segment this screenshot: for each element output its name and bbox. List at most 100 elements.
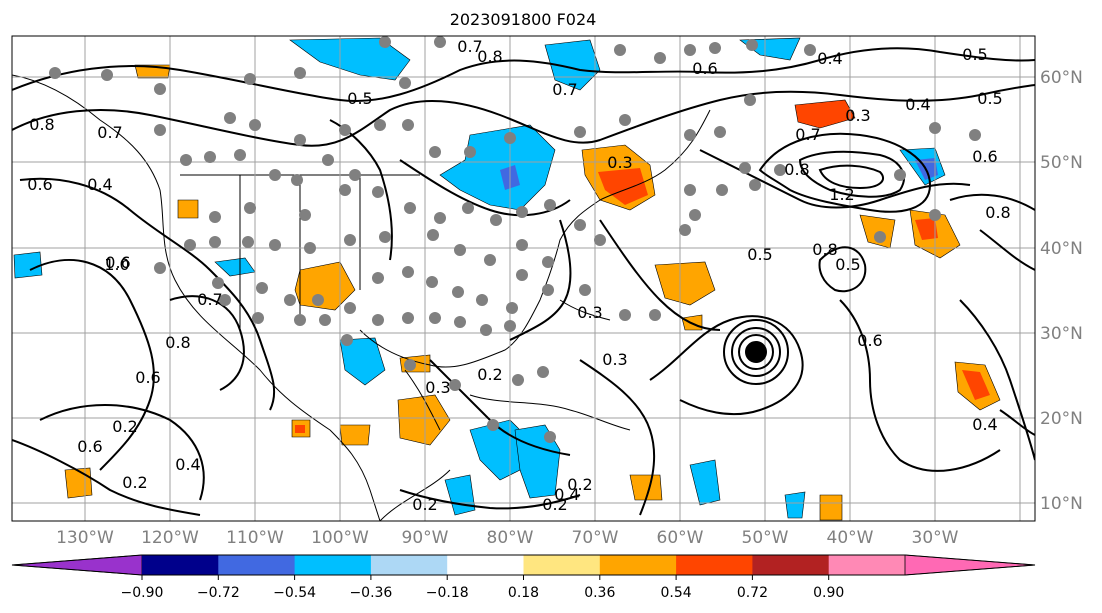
station-marker: [294, 314, 306, 326]
station-marker: [101, 69, 113, 81]
contour-label: 0.7: [795, 125, 820, 144]
pos-region: [794, 99, 856, 129]
station-marker: [402, 119, 414, 131]
pos-region: [654, 261, 716, 306]
lat-label: 50°N: [1040, 153, 1083, 173]
station-marker: [154, 124, 166, 136]
colorbar-extend-max: [904, 554, 1036, 576]
lon-label: 110°W: [226, 528, 284, 548]
contour-label: 0.5: [347, 89, 372, 108]
colorbar-segment: [142, 555, 219, 575]
station-marker: [537, 366, 549, 378]
station-marker: [154, 83, 166, 95]
station-marker: [339, 124, 351, 136]
station-marker: [619, 309, 631, 321]
cyclone-center: [723, 319, 789, 385]
station-marker: [709, 42, 721, 54]
contour-label: 1.2: [829, 185, 854, 204]
station-marker: [49, 67, 61, 79]
station-marker: [402, 312, 414, 324]
pos-region: [629, 474, 663, 501]
station-marker: [516, 206, 528, 218]
contour-label: 0.4: [972, 415, 997, 434]
contour-label: 0.6: [857, 331, 882, 350]
contour-labels: 0.50.70.80.70.60.4 0.50.60.8 0.70.40.60.70…: [27, 37, 1010, 514]
station-marker: [402, 266, 414, 278]
colorbar-tick-label: −0.90: [121, 585, 164, 601]
lon-label: 30°W: [912, 528, 959, 548]
lon-label: 60°W: [657, 528, 704, 548]
station-marker: [212, 277, 224, 289]
colorbar: [11, 554, 1036, 576]
station-marker: [269, 169, 281, 181]
contour-label: 0.2: [567, 475, 592, 494]
contour-label: 0.8: [477, 47, 502, 66]
station-marker: [969, 129, 981, 141]
station-marker: [484, 254, 496, 266]
pos-region: [819, 494, 843, 521]
station-marker: [574, 126, 586, 138]
contour-label: 0.2: [112, 417, 137, 436]
station-marker: [714, 126, 726, 138]
pos-region: [64, 467, 93, 499]
station-marker: [294, 67, 306, 79]
station-marker: [184, 239, 196, 251]
colorbar-tick-label: 0.36: [584, 585, 615, 601]
station-marker: [684, 129, 696, 141]
contour-label: 0.8: [985, 203, 1010, 222]
colorbar-segment: [447, 555, 524, 575]
station-marker: [252, 312, 264, 324]
station-marker: [339, 184, 351, 196]
map-grid: [12, 36, 1035, 521]
station-markers: [49, 36, 981, 443]
station-marker: [244, 73, 256, 85]
station-marker: [542, 256, 554, 268]
lat-label: 40°N: [1040, 239, 1083, 259]
station-marker: [516, 269, 528, 281]
colorbar-tick-label: 0.18: [508, 585, 539, 601]
contour-label: 0.3: [602, 350, 627, 369]
station-marker: [512, 374, 524, 386]
lon-label: 90°W: [402, 528, 449, 548]
station-marker: [490, 214, 502, 226]
contour-label: 0.4: [817, 49, 842, 68]
station-marker: [291, 174, 303, 186]
lon-label: 80°W: [487, 528, 534, 548]
lon-label: 100°W: [311, 528, 369, 548]
lon-label: 70°W: [572, 528, 619, 548]
station-marker: [649, 309, 661, 321]
contour-label: 0.8: [784, 160, 809, 179]
station-marker: [594, 234, 606, 246]
lon-label: 130°W: [56, 528, 114, 548]
contour-label: 0.2: [412, 495, 437, 514]
station-marker: [244, 202, 256, 214]
contour-label: 0.8: [165, 333, 190, 352]
station-marker: [374, 119, 386, 131]
station-marker: [284, 294, 296, 306]
station-marker: [542, 284, 554, 296]
colorbar-tick-label: 0.54: [661, 585, 692, 601]
station-marker: [349, 169, 361, 181]
contour-label: 0.6: [77, 437, 102, 456]
contour-label: 0.7: [457, 37, 482, 56]
station-marker: [180, 154, 192, 166]
colorbar-tick-label: −0.36: [349, 585, 392, 601]
station-marker: [399, 77, 411, 89]
station-marker: [204, 151, 216, 163]
contour-label: 0.6: [972, 147, 997, 166]
contour-label: 0.5: [977, 89, 1002, 108]
station-marker: [256, 282, 268, 294]
station-marker: [269, 239, 281, 251]
station-marker: [372, 272, 384, 284]
colorbar-tick-label: −0.72: [197, 585, 240, 601]
neg-region: [689, 459, 721, 506]
station-marker: [744, 94, 756, 106]
station-marker: [249, 119, 261, 131]
station-marker: [679, 224, 691, 236]
station-marker: [544, 431, 556, 443]
map-frame: [11, 35, 1036, 522]
contour-label: 0.5: [835, 255, 860, 274]
lon-label: 120°W: [141, 528, 199, 548]
station-marker: [322, 154, 334, 166]
colorbar-segment: [523, 555, 601, 575]
